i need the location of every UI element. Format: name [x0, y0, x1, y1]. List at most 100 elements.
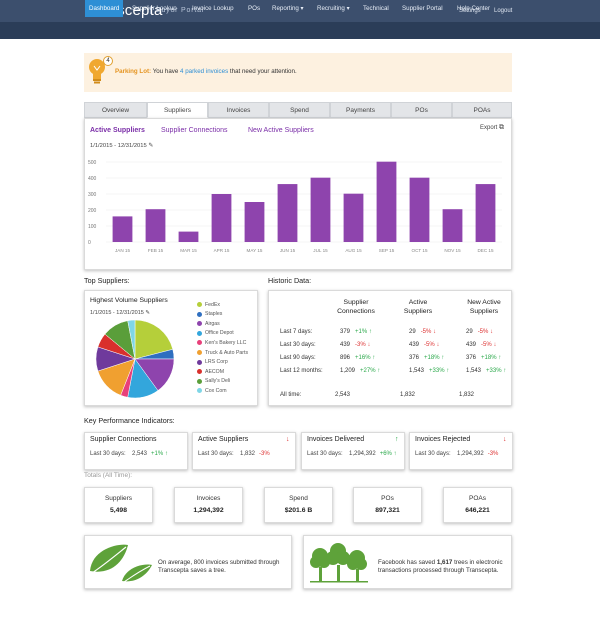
legend-swatch	[197, 302, 202, 307]
totals-heading: Totals (All Time):	[84, 472, 133, 479]
y-tick-label: 100	[88, 224, 97, 230]
y-tick-label: 300	[88, 192, 97, 198]
legend-label[interactable]: Airgas	[205, 320, 220, 327]
historic-cell: 29 -5% ↓	[409, 329, 447, 335]
nav-dashboard[interactable]: Dashboard	[85, 0, 124, 17]
total-value: 1,294,392	[193, 507, 224, 514]
kpi-title: Invoices Rejected	[415, 436, 471, 443]
trees-saved-pre: Facebook has saved	[378, 559, 436, 566]
tab-overview[interactable]: Overview	[84, 102, 147, 118]
kpi-card[interactable]	[409, 432, 513, 470]
legend-label[interactable]: LRS Corp	[205, 359, 228, 366]
x-tick-label: SEP 15	[379, 248, 395, 253]
top-suppliers-heading: Top Suppliers:	[84, 276, 130, 285]
alltime-label: All time:	[280, 392, 302, 398]
historic-value: 1,209	[340, 368, 356, 374]
legend-swatch	[197, 340, 202, 346]
export-label: Export	[480, 125, 498, 131]
legend-label[interactable]: Sally's Deli	[205, 378, 231, 385]
trend-down-icon: -3% ↓	[355, 342, 371, 348]
top-bar	[0, 0, 600, 22]
bar-mar-15	[178, 231, 199, 242]
nav-technical[interactable]: Technical	[363, 5, 389, 12]
legend-swatch	[197, 330, 202, 336]
x-tick-label: MAY 15	[247, 248, 263, 253]
historic-cell: 29 -5% ↓	[466, 329, 504, 335]
tab-payments[interactable]: Payments	[330, 102, 391, 118]
trees-saved-post: trees in electronic transactions process…	[378, 559, 503, 574]
export-button[interactable]: Export ⧉	[480, 124, 504, 132]
bar-may-15	[244, 202, 265, 242]
nav-pos[interactable]: POs	[248, 5, 261, 12]
trend-down-icon: -5% ↓	[420, 329, 437, 335]
historic-value: 376	[466, 355, 477, 361]
chart-date-range[interactable]: 1/1/2015 - 12/31/2015 ✎	[90, 143, 154, 149]
arrow-down-icon: ↓	[503, 436, 507, 443]
nav-supplier-portal[interactable]: Supplier Portal	[402, 5, 443, 12]
kpi-number: 1,294,392	[349, 451, 376, 457]
legend-label[interactable]: Staples	[205, 311, 223, 318]
nav-recruiting[interactable]: Recruiting ▾	[317, 5, 350, 12]
subtab-new-active-suppliers[interactable]: New Active Suppliers	[248, 127, 314, 134]
nav-supplier-lookup[interactable]: Supplier Lookup	[132, 5, 177, 12]
tab-pos[interactable]: POs	[391, 102, 452, 118]
historic-row-label: Last 12 months:	[280, 368, 323, 374]
pie-date-range[interactable]: 1/1/2015 - 12/31/2015 ✎	[90, 310, 150, 316]
alltime-new-active-suppliers: 1,832	[459, 392, 475, 398]
tab-spend[interactable]: Spend	[269, 102, 330, 118]
kpi-card[interactable]	[84, 432, 188, 470]
subtab-active-suppliers[interactable]: Active Suppliers	[90, 127, 145, 134]
historic-cell: 1,543 +33% ↑	[409, 368, 450, 374]
legend-swatch	[197, 321, 202, 327]
trend-down-icon: -5% ↓	[424, 342, 440, 348]
legend-label[interactable]: AECOM	[205, 368, 225, 375]
historic-cell: 376 +18% ↑	[409, 355, 447, 361]
historic-data-heading: Historic Data:	[268, 276, 312, 285]
kpi-period: Last 30 days:	[198, 451, 234, 457]
nav-invoice-lookup[interactable]: Invoice Lookup	[192, 5, 234, 12]
legend-label[interactable]: Truck & Auto Parts	[205, 349, 249, 356]
x-tick-label: MAR 15	[180, 248, 197, 253]
logout-link[interactable]: Logout	[494, 8, 513, 14]
pie-slice-cox-com	[127, 319, 136, 360]
y-tick-label: 0	[88, 240, 91, 246]
legend-swatch	[197, 359, 202, 365]
subtab-supplier-connections[interactable]: Supplier Connections	[161, 127, 228, 134]
kpi-card[interactable]	[301, 432, 405, 470]
kpi-percent: -3%	[259, 451, 270, 457]
bar-jul-15	[310, 177, 331, 242]
kpi-percent: +1% ↑	[151, 451, 168, 457]
historic-cell: 376 +18% ↑	[466, 355, 504, 361]
parking-pre: You have	[152, 68, 179, 75]
col-active-suppliers: Active Suppliers	[403, 299, 433, 315]
x-tick-label: JAN 15	[115, 248, 131, 253]
bar-nov-15	[442, 209, 463, 242]
trend-up-icon: +18% ↑	[424, 355, 445, 361]
tab-suppliers[interactable]: Suppliers	[147, 102, 208, 118]
x-tick-label: OCT 15	[412, 248, 428, 253]
parked-invoices-link[interactable]: 4 parked invoices	[180, 68, 229, 75]
kpi-number: 1,832	[240, 451, 256, 457]
parking-post: that need your attention.	[229, 68, 297, 75]
total-card-pos: POs 897,321	[353, 487, 422, 523]
legend-label[interactable]: Ken's Bakery LLC	[205, 339, 247, 346]
nav-help-center[interactable]: Help Center	[457, 5, 491, 12]
legend-label[interactable]: Office Depot	[205, 330, 234, 337]
kpi-percent: +6% ↑	[379, 451, 397, 457]
nav-reporting[interactable]: Reporting ▾	[272, 5, 304, 12]
tab-poas[interactable]: POAs	[452, 102, 512, 118]
tab-invoices[interactable]: Invoices	[208, 102, 269, 118]
legend-label[interactable]: Cox Com	[205, 387, 227, 394]
parking-message: Parking Lot: You have 4 parked invoices …	[115, 68, 297, 75]
kpi-card[interactable]	[192, 432, 296, 470]
total-card-spend: Spend $201.6 B	[264, 487, 333, 523]
total-value: 897,321	[375, 507, 400, 514]
x-tick-label: NOV 15	[444, 248, 461, 253]
trend-up-icon: +1% ↑	[355, 329, 372, 335]
total-label: Invoices	[196, 495, 221, 502]
legend-label[interactable]: FedEx	[205, 301, 220, 308]
trend-up-icon: +33% ↑	[429, 368, 450, 374]
historic-cell: 439 -5% ↓	[466, 342, 504, 348]
settings-link[interactable]: Settings	[459, 8, 481, 14]
y-tick-label: 200	[88, 208, 97, 214]
